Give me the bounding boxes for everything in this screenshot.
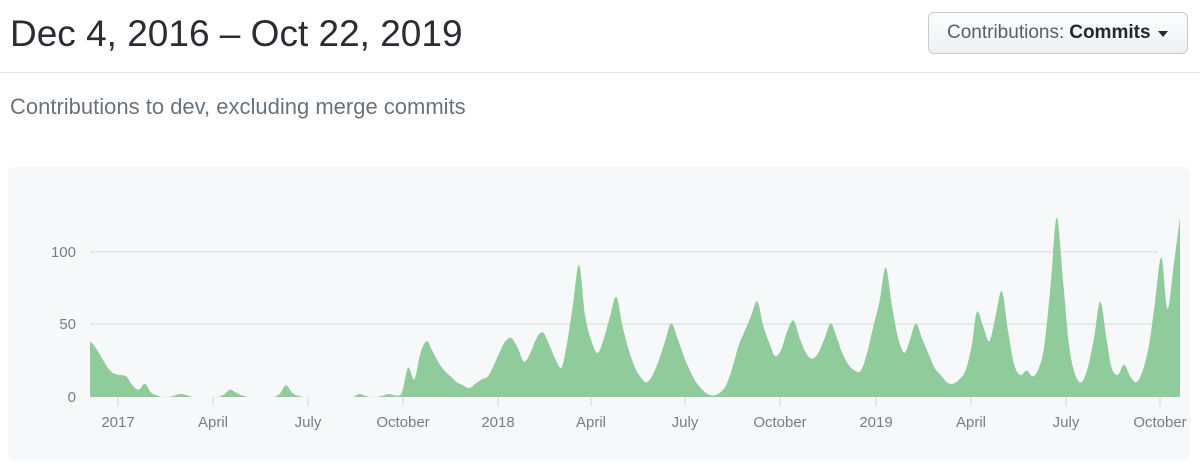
svg-text:April: April bbox=[956, 414, 986, 431]
svg-text:April: April bbox=[576, 414, 606, 431]
svg-text:2019: 2019 bbox=[859, 414, 892, 431]
svg-text:2018: 2018 bbox=[481, 414, 514, 431]
svg-text:100: 100 bbox=[51, 244, 76, 261]
svg-text:July: July bbox=[1053, 414, 1080, 431]
svg-text:October: October bbox=[376, 414, 429, 431]
svg-text:2017: 2017 bbox=[101, 414, 134, 431]
svg-text:October: October bbox=[753, 414, 806, 431]
svg-text:April: April bbox=[198, 414, 228, 431]
svg-text:July: July bbox=[672, 414, 699, 431]
svg-text:0: 0 bbox=[68, 389, 76, 406]
svg-text:50: 50 bbox=[59, 316, 76, 333]
svg-text:July: July bbox=[295, 414, 322, 431]
svg-text:October: October bbox=[1133, 414, 1186, 431]
